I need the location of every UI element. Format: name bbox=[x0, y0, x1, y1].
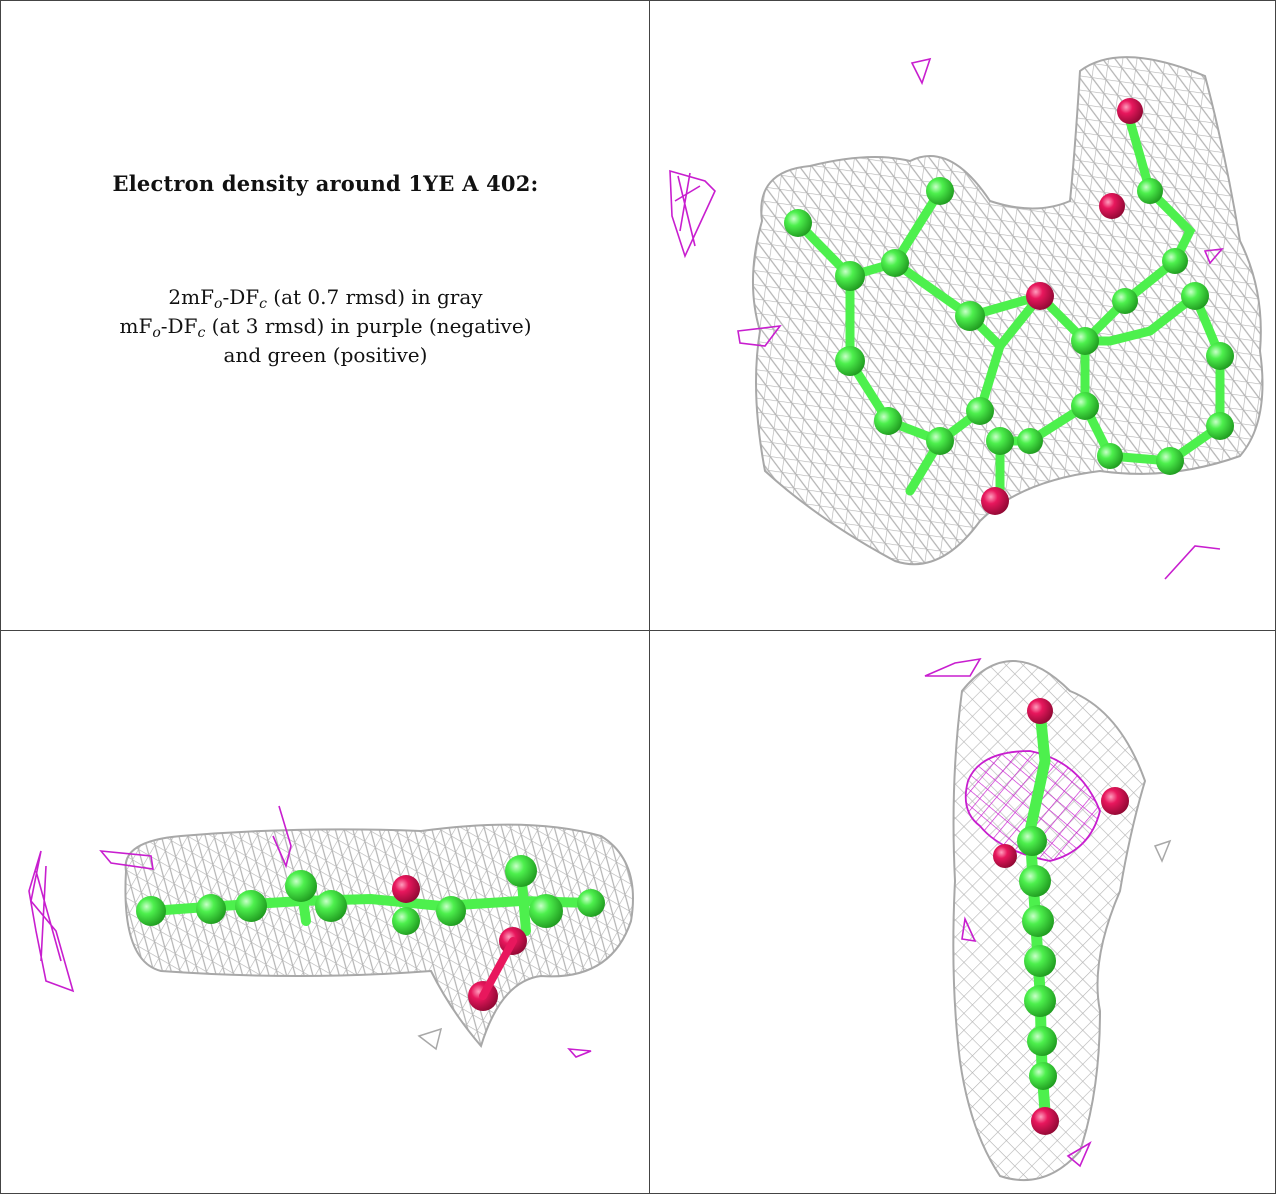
carbon-atoms bbox=[136, 855, 605, 935]
edge-on-vertical-density-render bbox=[924, 657, 1172, 1182]
caption-panel: Electron density around 1YE A 402: 2mFo-… bbox=[0, 0, 649, 631]
carbon-atoms bbox=[1017, 826, 1057, 1090]
view-face-on bbox=[649, 0, 1276, 631]
molecule-bonds bbox=[793, 116, 1225, 506]
legend-line-fo-fc: mFo-DFc (at 3 rmsd) in purple (negative) bbox=[119, 314, 532, 341]
oxygen-atoms bbox=[993, 698, 1129, 1135]
view-edge-on-vertical bbox=[649, 631, 1276, 1194]
caption-legend: 2mFo-DFc (at 0.7 rmsd) in gray mFo-DFc (… bbox=[1, 283, 649, 370]
density-mesh bbox=[124, 823, 634, 1049]
negative-difference-density bbox=[669, 57, 1224, 580]
oxygen-atoms bbox=[981, 98, 1143, 515]
edge-on-horizontal-density-render bbox=[28, 805, 634, 1058]
face-on-density-render bbox=[669, 56, 1264, 580]
oxygen-atoms bbox=[392, 875, 527, 1011]
carbon-atoms bbox=[784, 177, 1234, 475]
caption-title: Electron density around 1YE A 402: bbox=[112, 171, 539, 196]
negative-difference-density bbox=[924, 657, 1092, 1168]
view-edge-on-horizontal bbox=[0, 631, 649, 1194]
legend-line-2fo-fc: 2mFo-DFc (at 0.7 rmsd) in gray bbox=[168, 285, 483, 312]
density-mesh bbox=[751, 56, 1264, 566]
negative-difference-density bbox=[28, 805, 592, 1058]
legend-line-positive: and green (positive) bbox=[223, 343, 428, 367]
